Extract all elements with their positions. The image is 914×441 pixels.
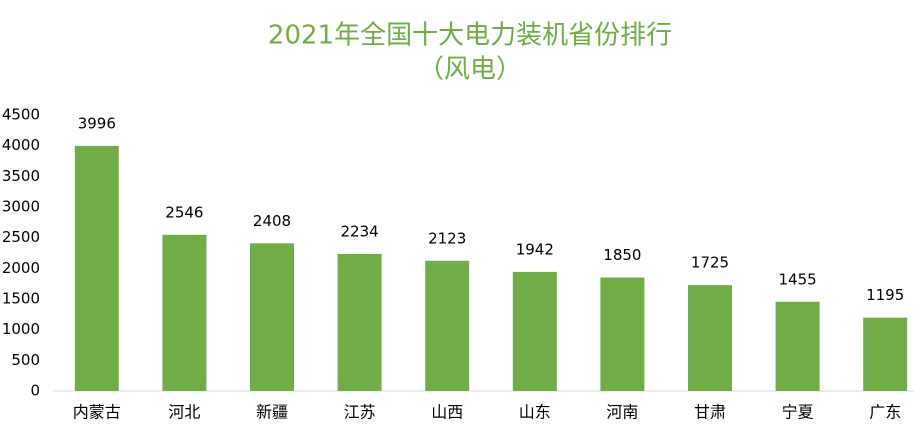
y-tick-label: 3000 xyxy=(2,198,40,216)
value-label: 2123 xyxy=(428,229,466,247)
chart-subtitle: （风电） xyxy=(418,55,522,85)
x-tick-label: 广东 xyxy=(869,403,901,422)
value-label: 1942 xyxy=(516,240,554,258)
value-label: 2408 xyxy=(253,212,291,230)
x-tick-label: 新疆 xyxy=(256,403,288,422)
bar xyxy=(337,253,382,391)
x-tick-label: 山西 xyxy=(431,403,463,422)
value-label: 1195 xyxy=(866,286,904,304)
bar xyxy=(74,145,119,391)
x-tick-label: 河北 xyxy=(168,403,200,422)
y-tick-label: 0 xyxy=(30,382,40,400)
x-tick-label: 河南 xyxy=(606,403,638,422)
y-tick-label: 2500 xyxy=(2,228,40,246)
value-label: 1725 xyxy=(691,254,729,272)
y-tick-label: 3500 xyxy=(2,167,40,185)
value-label: 1850 xyxy=(603,246,641,264)
bar xyxy=(600,277,645,391)
value-label: 3996 xyxy=(78,114,116,132)
x-tick-label: 内蒙古 xyxy=(73,403,121,422)
bar xyxy=(162,234,207,391)
x-tick-label: 山东 xyxy=(519,403,551,422)
value-label: 2546 xyxy=(165,203,203,221)
y-tick-label: 1000 xyxy=(2,320,40,338)
bar xyxy=(688,285,732,391)
y-tick-label: 2000 xyxy=(2,259,40,277)
chart-title: 2021年全国十大电力装机省份排行 xyxy=(268,21,672,51)
value-label: 2234 xyxy=(341,222,379,240)
value-label: 1455 xyxy=(779,270,817,288)
bar xyxy=(863,317,908,391)
y-tick-label: 4000 xyxy=(2,136,40,154)
y-tick-label: 1500 xyxy=(2,290,40,308)
x-tick-label: 甘肃 xyxy=(694,403,726,422)
bar xyxy=(512,271,557,391)
x-tick-label: 宁夏 xyxy=(782,403,814,422)
y-tick-label: 500 xyxy=(11,351,40,369)
y-tick-label: 4500 xyxy=(2,106,40,124)
x-tick-label: 江苏 xyxy=(344,403,376,422)
bar xyxy=(250,243,294,391)
bar xyxy=(775,301,820,391)
bar xyxy=(425,260,470,391)
